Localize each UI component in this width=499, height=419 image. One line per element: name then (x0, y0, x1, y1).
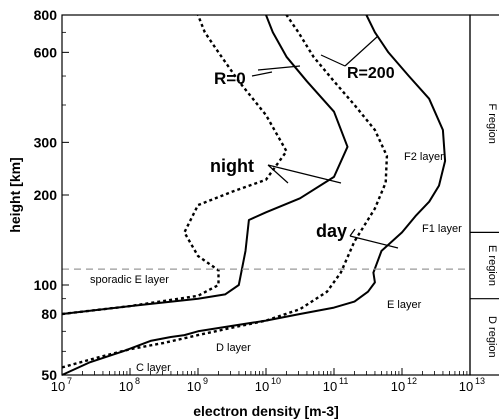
y-tick-label: 50 (41, 367, 57, 383)
x-tick-exponent: 11 (339, 376, 348, 386)
f1-layer-label: F1 layer (422, 223, 462, 235)
d-layer-label: D layer (216, 342, 251, 354)
x-tick-label: 10 (391, 379, 405, 394)
curve-day-r0 (61, 14, 389, 369)
y-tick-label: 300 (34, 134, 58, 150)
x-tick-exponent: 12 (407, 376, 417, 386)
curve-day-r200 (61, 14, 447, 376)
x-tick-label: 10 (323, 379, 337, 394)
day-pointer (349, 228, 399, 249)
r0-pointer (251, 65, 301, 77)
y-axis-label: height [km] (7, 157, 23, 232)
x-tick-label: 10 (187, 379, 201, 394)
x-axis-label: electron density [m-3] (193, 403, 338, 419)
region-bar-frame (469, 14, 499, 376)
y-tick-label: 80 (41, 306, 57, 322)
sporadic-e-label: sporadic E layer (90, 274, 169, 286)
day-label: day (316, 221, 347, 241)
r200-pointer (320, 35, 379, 67)
x-tick-label: 10 (459, 379, 473, 394)
c-layer-label: C layer (136, 362, 171, 374)
r200-label: R=200 (347, 65, 395, 82)
curve-night-r200 (61, 14, 349, 315)
region-label-d: D region (486, 316, 498, 358)
x-tick-label: 10 (255, 379, 269, 394)
x-tick-exponent: 7 (67, 376, 72, 386)
region-label-e: E region (486, 245, 498, 286)
y-tick-label: 200 (34, 187, 58, 203)
x-tick-label: 10 (119, 379, 133, 394)
f2-layer-label: F2 layer (404, 151, 444, 163)
y-tick-label: 800 (34, 7, 58, 23)
y-tick-label: 100 (34, 277, 58, 293)
curves-layer (61, 14, 447, 376)
y-axis-ticks: 50 80 100 200 300 600 800 (34, 7, 69, 383)
night-pointer (267, 164, 342, 184)
x-tick-exponent: 8 (135, 376, 140, 386)
x-tick-exponent: 13 (475, 376, 485, 386)
x-tick-exponent: 10 (271, 376, 281, 386)
x-tick-label: 10 (51, 379, 65, 394)
region-dividers (470, 231, 499, 300)
night-label: night (210, 156, 254, 176)
r0-label: R=0 (214, 69, 246, 88)
e-layer-label: E layer (387, 299, 422, 311)
y-tick-label: 600 (34, 44, 58, 60)
curve-night-r0 (61, 14, 288, 316)
region-labels: F region E region D region (486, 103, 498, 357)
x-tick-exponent: 9 (203, 376, 208, 386)
region-label-f: F region (486, 103, 498, 143)
annotation-pointers (251, 35, 399, 249)
x-axis-ticks: 10 7 10 8 10 9 10 10 10 11 10 12 10 13 (51, 368, 485, 394)
